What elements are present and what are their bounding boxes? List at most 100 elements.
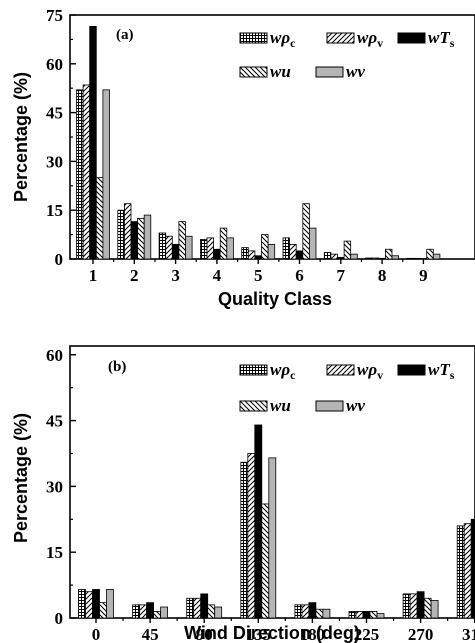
bars-b [78,424,475,619]
y-tick-label-b-4: 60 [46,346,63,365]
bar-a-s0-c2 [158,232,167,260]
legend-item-wrhov-b: wρv [326,360,383,382]
legend-item-wts-b: wTs [397,360,455,382]
x-tick-label-a-0: 1 [89,266,98,285]
bar-b-s0-c0 [78,589,86,619]
bar-b-s0-c1 [132,604,141,619]
y-tick-label-a-5: 75 [46,6,63,25]
svg-text:wTs: wTs [428,360,455,382]
bar-b-s1-c3 [247,453,256,619]
bar-a-s2-c4 [254,255,262,260]
bar-b-s4-c0 [106,589,114,619]
legend-item-wrhov-a: wρv [326,28,383,50]
bar-a-s4-c2 [185,235,193,260]
x-tick-label-a-3: 4 [213,266,222,285]
bar-b-s4-c1 [160,606,169,619]
legend-swatch-wrhoc-b [239,364,268,376]
bar-b-s0-c2 [186,597,195,619]
legend-sub-wrhov-a: v [377,36,383,50]
bar-a-s2-c0 [89,25,97,260]
bar-b-s3-c3 [261,503,270,619]
bar-a-s2-c5 [295,250,304,260]
bar-a-s0-c6 [323,252,332,260]
bar-a-s1-c3 [206,237,214,260]
bar-a-s0-c0 [76,89,84,260]
svg-text:wρv: wρv [357,28,383,50]
bar-a-s1-c2 [165,235,173,260]
bar-a-s3-c4 [261,234,269,260]
legend-swatch-wrhov-b [326,364,355,376]
legend-item-wts-a: wTs [397,28,455,50]
bar-b-s0-c3 [240,461,249,619]
x-tick-label-b-7: 315 [462,625,475,643]
legend-greek-wrhoc-a: ρ [280,28,290,47]
y-tick-label-a-2: 30 [46,152,63,171]
legend-item-wv-a: wv [315,62,365,81]
legend-sub-wts-b: s [450,368,455,382]
bar-a-s0-c5 [282,237,290,260]
svg-text:wρc: wρc [270,360,296,382]
bar-b-s2-c0 [92,589,100,619]
y-tick-label-b-2: 30 [46,477,63,496]
bar-b-s2-c5 [362,611,371,619]
x-tick-label-a-6: 7 [337,266,346,285]
bar-b-s1-c4 [301,604,310,619]
legend-swatch-wu-b [239,400,268,412]
bar-b-s0-c5 [348,611,357,619]
bar-a-s4-c5 [308,227,317,260]
legend-label-wts-a: wT [428,28,450,47]
bar-b-s2-c3 [254,424,263,619]
panel-b: 0 15 30 45 60 0 45 90 135 180 225 270 315 (b) Wind D… [11,345,475,643]
bars-a [76,25,441,260]
legend-b: wρc wρv wTs wu wv [239,360,455,415]
y-axis-title-a: Percentage (%) [11,72,31,202]
bar-a-s3-c6 [343,240,352,260]
svg-text:wρc: wρc [270,28,296,50]
bar-b-s3-c0 [99,602,107,619]
svg-text:wρv: wρv [357,360,383,382]
legend-greek-wrhov-a: ρ [367,28,377,47]
bar-a-s4-c1 [143,214,152,260]
panel-label-b: (b) [108,359,126,375]
bar-a-s2-c3 [213,248,221,260]
bar-b-s4-c4 [322,608,331,619]
y-tick-label-b-3: 45 [46,412,63,431]
x-tick-label-a-4: 5 [254,266,263,285]
legend-greek-wrhov-b: ρ [367,360,377,379]
bar-a-s2-c2 [171,243,180,260]
legend-greek-wrhoc-b: ρ [280,360,290,379]
bar-a-s3-c2 [178,221,186,260]
bar-a-s3-c3 [219,227,228,260]
legend-swatch-wv-b [315,400,344,412]
bar-a-s0-c8 [406,257,414,260]
legend-label-wv-a: wv [346,62,365,81]
legend-label-wrhoc-b: w [270,360,282,379]
bar-a-s3-c5 [302,203,310,260]
legend-label-wu-a: wu [270,62,291,81]
bar-a-s3-c0 [95,177,104,260]
legend-swatch-wv-a [315,66,344,78]
bar-b-s3-c1 [153,611,162,619]
legend-item-wu-b: wu [239,396,291,415]
bar-a-s4-c0 [102,89,110,260]
bar-b-s0-c4 [294,604,303,619]
y-tick-label-b-0: 0 [55,609,64,628]
legend-a: wρc wρv wTs wu wv [239,28,455,81]
bar-a-s0-c4 [241,247,249,260]
bar-b-s2-c6 [416,591,425,619]
legend-item-wu-a: wu [239,62,291,81]
legend-swatch-wrhov-a [326,32,355,44]
legend-sub-wrhoc-a: c [290,36,296,50]
x-tick-label-b-0: 0 [92,625,101,643]
legend-label-wv-b: wv [346,396,365,415]
y-tick-label-a-4: 60 [46,55,63,74]
legend-sub-wrhov-b: v [377,368,383,382]
bar-b-s1-c0 [85,591,93,619]
bar-b-s1-c1 [139,604,148,619]
bar-b-s4-c3 [268,457,277,619]
bar-b-s1-c2 [193,597,202,619]
bar-b-s2-c7 [470,518,475,619]
